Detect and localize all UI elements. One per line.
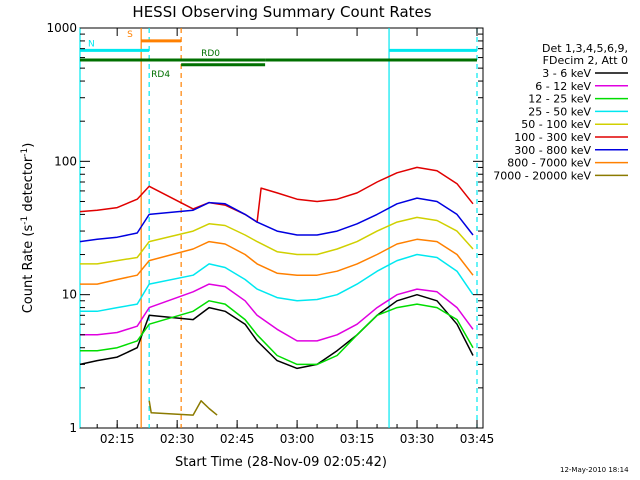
x-tick-label-03-45: 03:45 (460, 432, 495, 446)
legend-label-6-12-kev: 6 - 12 keV (535, 80, 591, 93)
y-axis-label: Count Rate (s-1 detector-1) (20, 143, 36, 314)
x-tick-label-03-30: 03:30 (400, 432, 435, 446)
series-line-12-25-kev (80, 300, 474, 366)
legend-label-3-6-kev: 3 - 6 keV (542, 67, 591, 80)
vertical-markers (79, 28, 478, 428)
legend-label-7000-20000-kev: 7000 - 20000 keV (493, 169, 591, 182)
flag-label-rd0: RD0 (201, 49, 220, 59)
x-axis-label: Start Time (28-Nov-09 02:05:42) (175, 455, 387, 470)
legend-header-line-2: FDecim 2, Att 0 (543, 54, 628, 67)
legend: Det 1,3,4,5,6,9, FDecim 2, Att 0 3 - 6 k… (493, 42, 628, 182)
series-line-300-800-kev (79, 197, 474, 243)
flag-label-n: N (88, 39, 95, 49)
x-tick-label-03-15: 03:15 (340, 432, 375, 446)
y-axis: 1 10 100 1000 (46, 21, 483, 435)
flag-label-s: S (127, 30, 133, 40)
legend-label-12-25-kev: 12 - 25 keV (528, 93, 591, 106)
series-line-800-7000-kev (80, 238, 474, 285)
legend-label-300-800-kev: 300 - 800 keV (514, 144, 591, 157)
series-lines (79, 166, 474, 416)
y-tick-label-1000: 1000 (46, 21, 77, 35)
series-line-6-12-kev (80, 283, 474, 342)
flag-bars: S N RD0 RD4 (80, 30, 478, 80)
y-tick-label-1: 1 (69, 421, 77, 435)
y-tick-label-10: 10 (62, 288, 77, 302)
series-line-25-50-kev (80, 253, 474, 313)
x-tick-label-02-30: 02:30 (160, 432, 195, 446)
legend-label-800-7000-kev: 800 - 7000 keV (507, 157, 591, 170)
chart-title: HESSI Observing Summary Count Rates (132, 3, 431, 21)
x-tick-label-03-00: 03:00 (280, 432, 315, 446)
x-tick-label-02-15: 02:15 (100, 432, 135, 446)
series-line-100-300-kev (79, 166, 474, 223)
legend-label-100-300-kev: 100 - 300 keV (514, 131, 591, 144)
legend-label-25-50-kev: 25 - 50 keV (528, 105, 591, 118)
x-axis: 02:15 02:30 02:45 03:00 03:15 03:30 03:45 (96, 28, 495, 446)
y-tick-label-100: 100 (54, 154, 77, 168)
x-tick-label-02-45: 02:45 (220, 432, 255, 446)
legend-label-50-100-kev: 50 - 100 keV (521, 118, 591, 131)
series-line-3-6-kev (79, 293, 474, 370)
legend-header-line-1: Det 1,3,4,5,6,9, (542, 42, 628, 55)
series-line-7000-20000-kev (148, 400, 218, 416)
series-line-50-100-kev (80, 216, 474, 265)
generation-timestamp: 12-May-2010 18:14 (560, 466, 629, 474)
flag-label-rd4: RD4 (151, 70, 170, 80)
